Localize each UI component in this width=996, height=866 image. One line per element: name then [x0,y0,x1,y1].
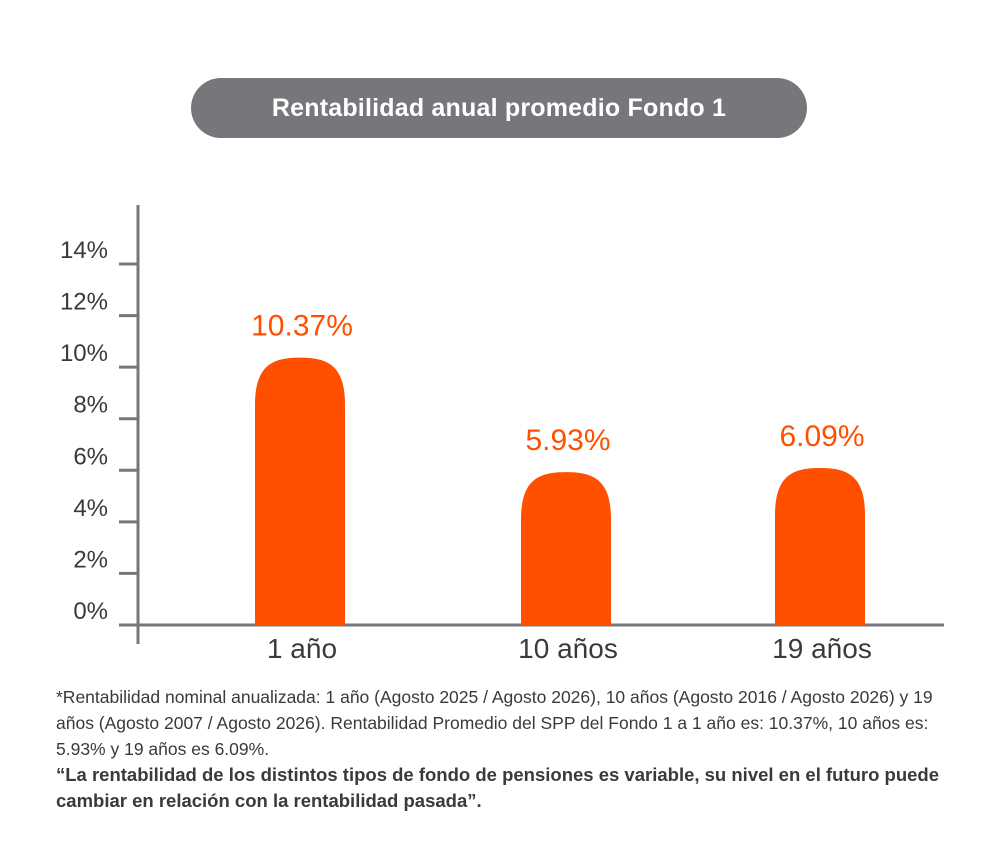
x-tick-label: 19 años [772,633,872,664]
y-tick-label: 14% [60,237,108,264]
chart-title: Rentabilidad anual promedio Fondo 1 [191,78,807,138]
bar-value-label: 6.09% [779,420,864,453]
y-tick-label: 4% [73,495,108,522]
bar [255,357,345,625]
x-tick-label: 1 año [267,633,337,664]
bar [521,472,611,625]
footnote-text: *Rentabilidad nominal anualizada: 1 año … [56,687,933,759]
x-tick-label: 10 años [518,633,618,664]
value-labels: 10.37% 5.93% 6.09% [251,310,864,457]
x-axis: 1 año 10 años 19 años [137,623,944,664]
bars [255,357,865,625]
bar [775,467,865,625]
bar-value-label: 10.37% [251,310,353,343]
y-tick-label: 12% [60,289,108,316]
y-tick-label: 2% [73,546,108,573]
footnote: *Rentabilidad nominal anualizada: 1 año … [56,684,946,814]
y-tick-label: 0% [73,598,108,625]
y-tick-label: 10% [60,340,108,367]
bar-chart: 0%2%4%6%8%10%12%14% 1 año 10 años 19 años … [60,205,944,664]
footnote-disclaimer: “La rentabilidad de los distintos tipos … [56,764,940,811]
bar-value-label: 5.93% [525,424,610,457]
y-tick-label: 6% [73,443,108,470]
y-axis: 0% 2% 4% 6% 8% 10% 12% 14% [60,205,140,644]
y-tick-label: 8% [73,392,108,419]
